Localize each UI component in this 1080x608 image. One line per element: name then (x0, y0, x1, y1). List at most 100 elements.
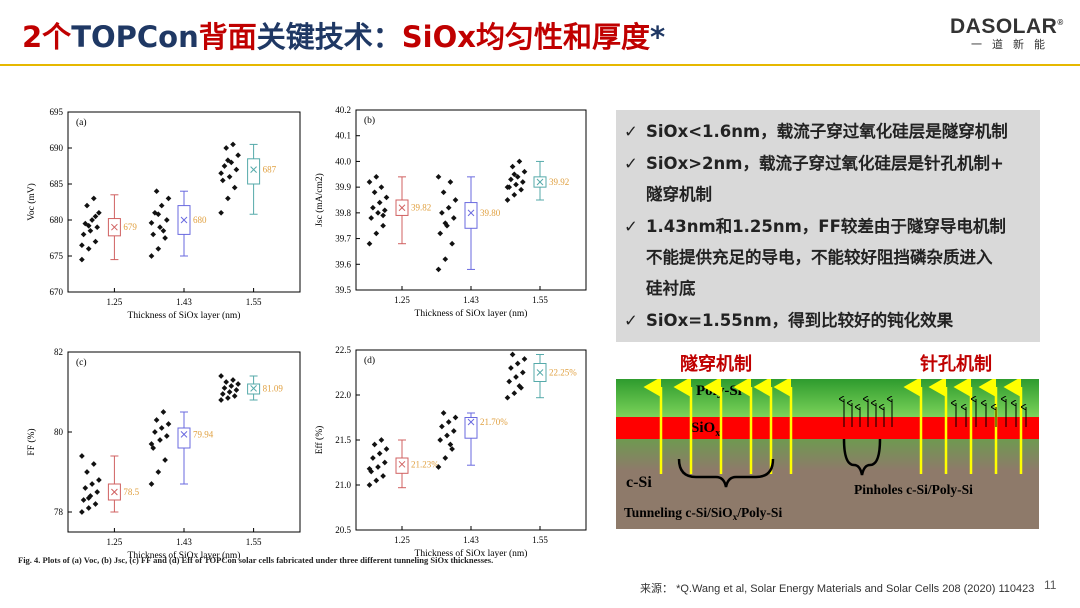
data-point (225, 195, 231, 202)
panel-label: (a) (76, 117, 87, 128)
data-point (370, 455, 376, 461)
data-point (442, 256, 449, 262)
data-point (231, 393, 238, 399)
y-tick-label: 40.2 (335, 105, 351, 115)
box (177, 427, 191, 449)
data-point (150, 231, 157, 238)
mean-marker (180, 216, 188, 224)
box (395, 199, 409, 216)
data-point (96, 209, 102, 216)
bullet-2: ✓ SiOx>2nm，载流子穿过氧化硅层是针孔机制+ (624, 150, 1004, 174)
logo-subtitle: 一道新能 (971, 38, 1055, 51)
data-point (504, 197, 511, 203)
data-point (153, 417, 160, 423)
x-tick-label: 1.25 (394, 295, 410, 305)
title-part-4: 关键技术： (256, 20, 402, 54)
box (533, 176, 547, 188)
data-point (383, 194, 390, 201)
x-tick-label: 1.55 (246, 297, 262, 307)
company-logo: DASOLAR® 一道新能 (950, 12, 1063, 52)
y-tick-label: 690 (50, 143, 64, 153)
data-point (221, 385, 228, 391)
data-point (152, 429, 158, 435)
mean-label: 78.5 (123, 487, 139, 497)
data-point (87, 227, 94, 234)
mean-marker (467, 209, 475, 217)
mean-label: 680 (193, 215, 207, 225)
data-point (368, 215, 375, 221)
mean-label: 679 (123, 222, 137, 232)
data-point (508, 365, 514, 371)
title-divider (0, 64, 1080, 66)
box (247, 383, 261, 395)
data-point (509, 351, 516, 358)
data-point (84, 202, 90, 209)
bullet-3: ✓ 1.43nm和1.25nm，FF较差由于隧穿导电机制 (624, 213, 1006, 237)
x-tick-label: 1.43 (463, 295, 479, 305)
panel-label: (b) (364, 115, 375, 126)
data-point (450, 215, 457, 221)
data-point (165, 421, 172, 427)
data-point (506, 378, 513, 385)
data-point (218, 170, 224, 177)
data-point (375, 464, 381, 470)
check-icon: ✓ (624, 217, 638, 236)
y-tick-label: 82 (54, 347, 63, 357)
bullet-2-text: SiOx>2nm，载流子穿过氧化硅层是针孔机制+ (646, 154, 1004, 173)
data-point (376, 199, 383, 206)
box (464, 417, 478, 439)
chart-jsc: 39.5 39.6 39.7 39.8 39.9 40.0 40.1 40.2 1.25 1.43… (314, 105, 587, 319)
mean-marker (536, 178, 544, 186)
data-point (521, 356, 528, 362)
y-tick-label: 39.8 (335, 208, 351, 218)
data-point (90, 461, 97, 467)
data-point (94, 489, 101, 495)
slide-title: 2个TOPCon背面关键技术：SiOx均匀性和厚度* (22, 14, 665, 56)
bullet-3-cont-1: 不能提供充足的导电，不能较好阻挡磷杂质进入 (646, 248, 993, 267)
data-point (158, 202, 165, 209)
y-tick-label: 675 (50, 251, 64, 261)
data-point (437, 437, 444, 443)
data-point (230, 141, 236, 148)
bullet-1-text: SiOx<1.6nm，载流子穿过氧化硅层是隧穿机制 (646, 122, 1008, 141)
check-icon: ✓ (624, 122, 638, 141)
data-point (435, 266, 442, 273)
data-point (435, 464, 442, 470)
data-point (511, 171, 518, 178)
title-part-2: TOPCon (71, 20, 199, 54)
x-axis-label: Thickness of SiOx layer (nm) (415, 308, 528, 319)
mean-label: 21.23% (411, 459, 439, 469)
x-axis-label: Thickness of SiOx layer (nm) (415, 548, 528, 559)
y-tick-label: 22.0 (335, 390, 351, 400)
data-point (435, 174, 442, 180)
data-point (218, 209, 224, 216)
data-point (84, 469, 90, 475)
y-tick-label: 20.5 (335, 525, 351, 535)
data-point (235, 381, 241, 387)
data-point (504, 184, 511, 190)
chart-ff: 78 80 82 1.25 1.43 1.55 Thickness of SiOx laye… (26, 347, 301, 561)
data-point (160, 409, 167, 415)
chart-eff: 20.5 21.0 21.5 22.0 22.5 1.25 1.43 1.55 Thicknes… (314, 345, 587, 559)
x-tick-label: 1.55 (532, 295, 548, 305)
data-point (366, 482, 373, 488)
data-point (92, 501, 99, 507)
mechanism-diagram: Poly-Si SiOx c-Si Tunneling c-Si/SiOx/Po… (616, 379, 1039, 529)
title-part-1: 2个 (22, 20, 72, 54)
data-point (366, 465, 373, 472)
data-point (375, 210, 381, 216)
data-point (452, 197, 459, 203)
y-tick-label: 39.7 (335, 234, 351, 244)
mean-label: 39.92 (549, 177, 569, 187)
y-axis-label: FF (%) (26, 428, 37, 455)
panel-label: (c) (76, 357, 87, 368)
key-points-box: ✓ SiOx<1.6nm，载流子穿过氧化硅层是隧穿机制 ✓ SiOx>2nm，载流子… (616, 110, 1040, 342)
y-tick-label: 21.0 (335, 480, 351, 490)
y-tick-label: 40.1 (335, 131, 351, 141)
bullet-3-cont-2: 硅衬底 (646, 279, 696, 298)
y-tick-label: 39.5 (335, 285, 351, 295)
data-point (439, 423, 445, 430)
mean-marker (250, 166, 257, 173)
data-point (148, 441, 155, 447)
data-point (155, 211, 162, 218)
